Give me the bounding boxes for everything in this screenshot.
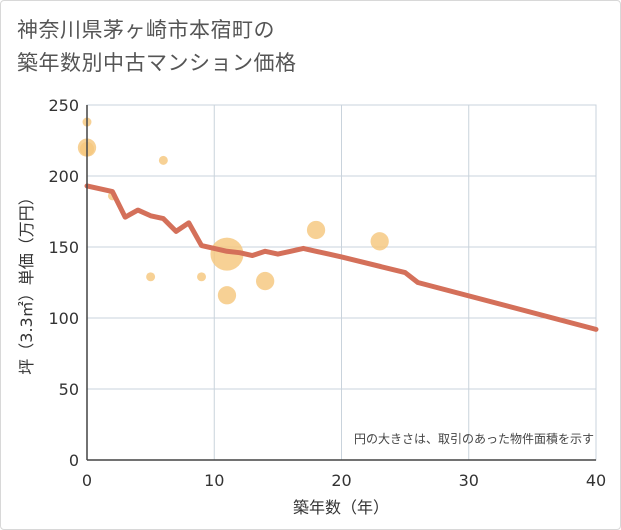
- y-tick-label: 200: [48, 167, 79, 186]
- bubble-point: [217, 286, 237, 305]
- y-axis-label: 坪（3.3㎡）単価（万円）: [17, 189, 36, 374]
- bubble-point: [197, 272, 207, 282]
- bubble-point: [306, 220, 326, 240]
- x-tick-label: 0: [82, 471, 92, 490]
- trend-line: [84, 183, 599, 332]
- x-tick-label: 30: [459, 471, 479, 490]
- y-tick-label: 50: [59, 380, 79, 399]
- bubble-point: [370, 232, 389, 251]
- trend-layer: [84, 183, 599, 332]
- x-axis-label: 築年数（年）: [293, 498, 389, 517]
- y-tick-label: 250: [48, 96, 79, 115]
- bubble-point: [158, 155, 168, 165]
- x-tick-label: 20: [331, 471, 351, 490]
- bubble-point: [210, 237, 244, 271]
- chart-title-line-2: 築年数別中古マンション価格: [17, 51, 297, 75]
- bubble-point: [256, 271, 275, 291]
- y-tick-label: 100: [48, 309, 79, 328]
- y-tick-label: 150: [48, 238, 79, 257]
- chart-title-line-1: 神奈川県茅ヶ崎市本宿町の: [17, 18, 275, 42]
- y-tick-label: 0: [69, 451, 79, 470]
- grid: [86, 104, 597, 461]
- tick-labels: 0 10 20 30 40 0 50 100 150 200 250: [48, 96, 606, 490]
- bubble-point: [146, 272, 156, 282]
- size-legend-note: 円の大きさは、取引のあった物件面積を示す: [354, 431, 594, 446]
- chart-title: 神奈川県茅ヶ崎市本宿町の 築年数別中古マンション価格: [17, 14, 417, 80]
- x-tick-label: 40: [586, 471, 606, 490]
- axes: [86, 105, 596, 461]
- x-tick-label: 10: [204, 471, 224, 490]
